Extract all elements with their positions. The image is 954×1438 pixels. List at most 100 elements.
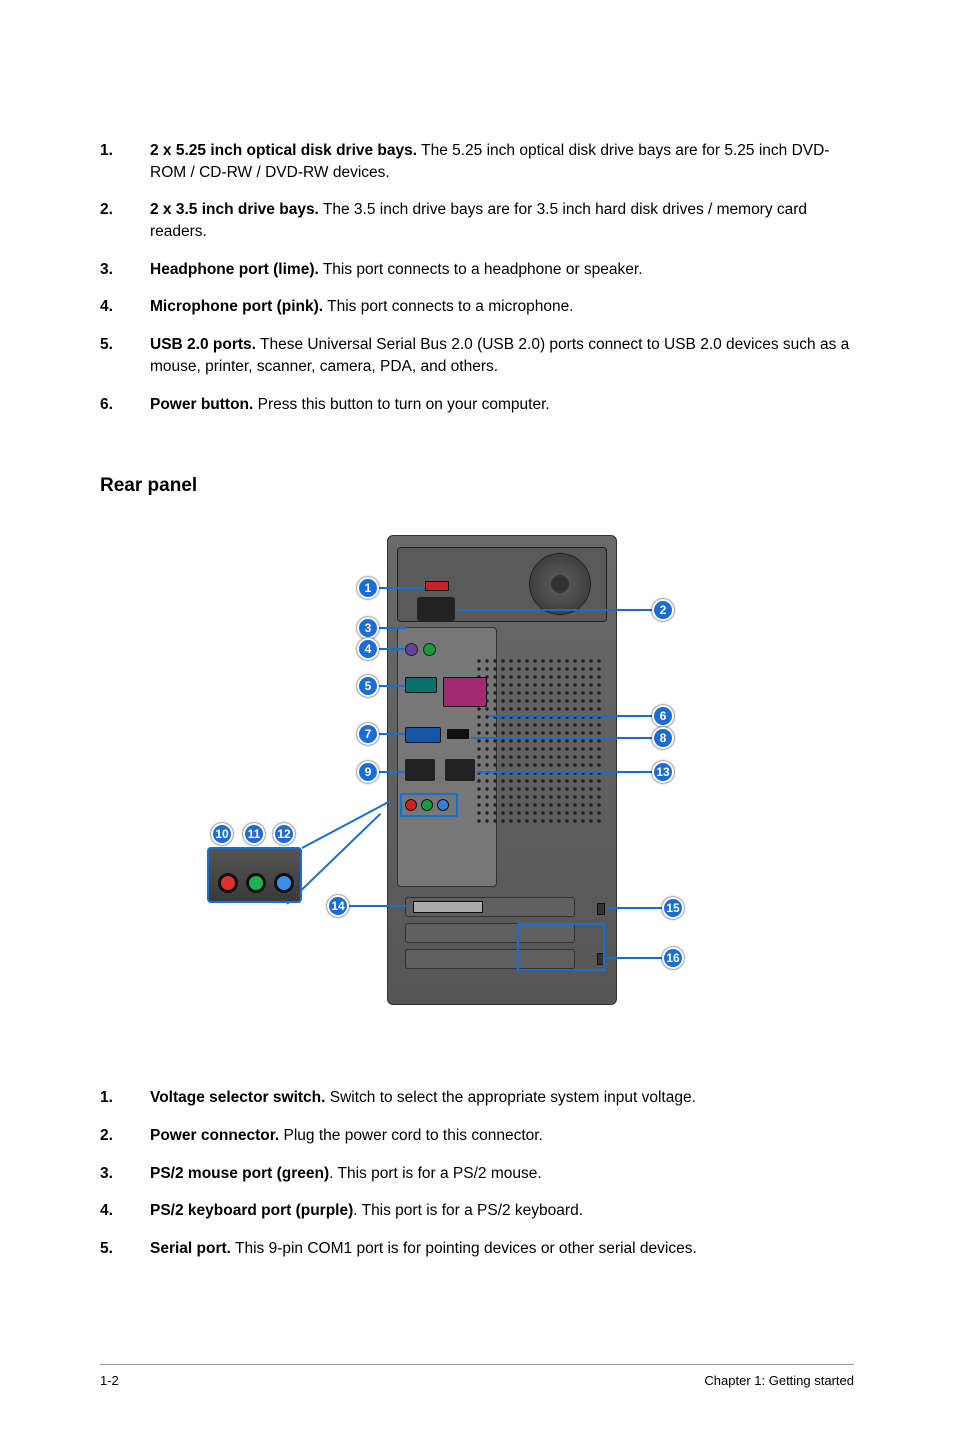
callout-5: 5 — [357, 675, 379, 697]
item-body: Voltage selector switch. Switch to selec… — [150, 1087, 854, 1109]
leader — [455, 609, 655, 611]
callout-6: 6 — [652, 705, 674, 727]
leader — [607, 957, 665, 959]
audio-jack-green-icon — [246, 873, 266, 893]
usb-ports — [405, 759, 435, 781]
callout-13: 13 — [652, 761, 674, 783]
chapter-label: Chapter 1: Getting started — [704, 1373, 854, 1388]
item-number: 1. — [100, 140, 150, 183]
item-text: This port connects to a microphone. — [323, 298, 573, 315]
callout-15: 15 — [662, 897, 684, 919]
list-item: 5.USB 2.0 ports. These Universal Serial … — [100, 334, 854, 377]
callout-4: 4 — [357, 638, 379, 660]
list-item: 6.Power button. Press this button to tur… — [100, 394, 854, 416]
item-bold: PS/2 mouse port (green) — [150, 1165, 329, 1182]
audio-inset — [207, 847, 302, 903]
list-item: 3.Headphone port (lime). This port conne… — [100, 259, 854, 281]
item-body: PS/2 mouse port (green). This port is fo… — [150, 1163, 854, 1185]
callout-16: 16 — [662, 947, 684, 969]
power-connector — [417, 597, 455, 621]
item-number: 5. — [100, 334, 150, 377]
audio-jack-red-icon — [218, 873, 238, 893]
item-text: This 9-pin COM1 port is for pointing dev… — [231, 1240, 697, 1257]
item-body: Headphone port (lime). This port connect… — [150, 259, 854, 281]
list-item: 4.Microphone port (pink). This port conn… — [100, 296, 854, 318]
item-text: This port connects to a headphone or spe… — [319, 261, 643, 278]
front-panel-list: 1.2 x 5.25 inch optical disk drive bays.… — [100, 140, 854, 415]
item-number: 2. — [100, 1125, 150, 1147]
fan-icon — [529, 553, 591, 615]
item-body: USB 2.0 ports. These Universal Serial Bu… — [150, 334, 854, 377]
item-number: 2. — [100, 199, 150, 242]
callout-7: 7 — [357, 723, 379, 745]
leader — [375, 627, 407, 629]
callout-14: 14 — [327, 895, 349, 917]
item-bold: Microphone port (pink). — [150, 298, 323, 315]
list-item: 3.PS/2 mouse port (green). This port is … — [100, 1163, 854, 1185]
callout-3: 3 — [357, 617, 379, 639]
rear-panel-diagram: 1 3 4 5 7 9 10 11 12 14 2 6 8 13 15 16 — [100, 527, 854, 1037]
item-number: 3. — [100, 259, 150, 281]
item-number: 6. — [100, 394, 150, 416]
rear-panel-heading: Rear panel — [100, 475, 854, 497]
voltage-switch — [425, 581, 449, 591]
page-footer: 1-2 Chapter 1: Getting started — [100, 1364, 854, 1388]
leader — [347, 905, 407, 907]
list-item: 4.PS/2 keyboard port (purple). This port… — [100, 1200, 854, 1222]
callout-1: 1 — [357, 577, 379, 599]
item-bold: USB 2.0 ports. — [150, 336, 256, 353]
leader — [489, 715, 655, 717]
item-body: 2 x 3.5 inch drive bays. The 3.5 inch dr… — [150, 199, 854, 242]
item-number: 5. — [100, 1238, 150, 1260]
rear-panel-list: 1.Voltage selector switch. Switch to sel… — [100, 1087, 854, 1259]
item-body: Power button. Press this button to turn … — [150, 394, 854, 416]
item-body: 2 x 5.25 inch optical disk drive bays. T… — [150, 140, 854, 183]
item-number: 4. — [100, 296, 150, 318]
item-bold: Headphone port (lime). — [150, 261, 319, 278]
leader — [375, 587, 425, 589]
item-text: . This port is for a PS/2 mouse. — [329, 1165, 542, 1182]
list-item: 1.2 x 5.25 inch optical disk drive bays.… — [100, 140, 854, 183]
audio-highlight-box — [400, 793, 458, 817]
callout-2: 2 — [652, 599, 674, 621]
item-number: 4. — [100, 1200, 150, 1222]
item-body: PS/2 keyboard port (purple). This port i… — [150, 1200, 854, 1222]
lan-usb-ports — [445, 759, 475, 781]
leader — [375, 685, 405, 687]
callout-9: 9 — [357, 761, 379, 783]
item-text: Press this button to turn on your comput… — [253, 396, 549, 413]
leader — [302, 800, 391, 849]
graphics-card — [413, 901, 483, 913]
vent-grille — [475, 657, 605, 827]
item-bold: Voltage selector switch. — [150, 1089, 325, 1106]
parallel-port — [443, 677, 487, 707]
leader — [477, 771, 655, 773]
leader — [375, 648, 405, 650]
leader — [471, 737, 655, 739]
item-text: Switch to select the appropriate system … — [325, 1089, 695, 1106]
audio-jack-blue-icon — [274, 873, 294, 893]
list-item: 1.Voltage selector switch. Switch to sel… — [100, 1087, 854, 1109]
serial-port — [405, 677, 437, 693]
lock-slot-top — [597, 903, 605, 915]
item-text: . This port is for a PS/2 keyboard. — [353, 1202, 583, 1219]
item-number: 1. — [100, 1087, 150, 1109]
callout-12: 12 — [273, 823, 295, 845]
leader — [375, 733, 405, 735]
item-body: Power connector. Plug the power cord to … — [150, 1125, 854, 1147]
item-bold: 2 x 3.5 inch drive bays. — [150, 201, 319, 218]
leader — [375, 771, 405, 773]
list-item: 2.Power connector. Plug the power cord t… — [100, 1125, 854, 1147]
callout-11: 11 — [243, 823, 265, 845]
leader — [607, 907, 665, 909]
item-bold: 2 x 5.25 inch optical disk drive bays. — [150, 142, 417, 159]
page-number: 1-2 — [100, 1373, 119, 1388]
item-bold: PS/2 keyboard port (purple) — [150, 1202, 353, 1219]
item-number: 3. — [100, 1163, 150, 1185]
item-body: Serial port. This 9-pin COM1 port is for… — [150, 1238, 854, 1260]
item-bold: Power connector. — [150, 1127, 279, 1144]
list-item: 5.Serial port. This 9-pin COM1 port is f… — [100, 1238, 854, 1260]
item-text: Plug the power cord to this connector. — [279, 1127, 543, 1144]
item-bold: Serial port. — [150, 1240, 231, 1257]
vga-port — [405, 727, 441, 743]
